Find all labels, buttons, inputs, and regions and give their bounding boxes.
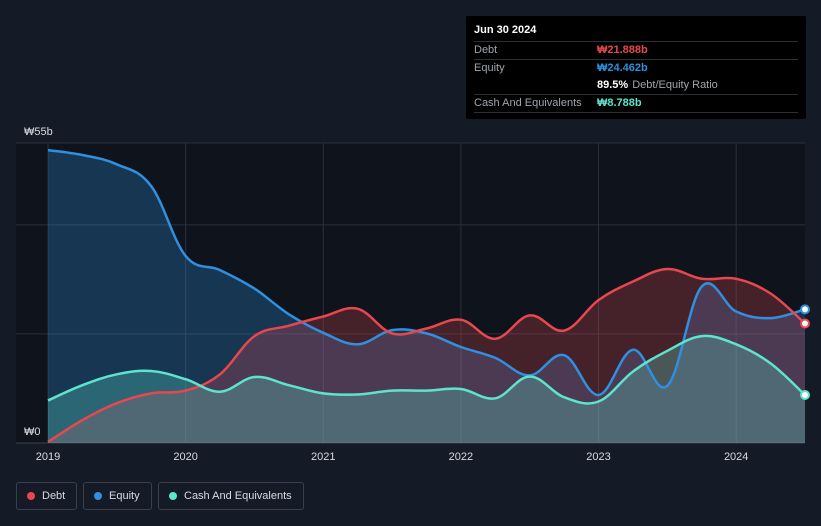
- tooltip-equity-row: Equity ₩24.462b: [474, 60, 798, 77]
- y-axis-min-label: ₩0: [24, 426, 41, 438]
- legend-equity-label: Equity: [109, 490, 140, 502]
- cash-area: [48, 335, 805, 443]
- tooltip-debt-row: Debt ₩21.888b: [474, 42, 798, 60]
- legend-debt-label: Debt: [42, 490, 66, 502]
- legend-cash[interactable]: Cash And Equivalents: [158, 482, 304, 510]
- tooltip-equity-value: ₩24.462b: [597, 62, 648, 74]
- x-tick-label-2021: 2021: [311, 451, 335, 463]
- equity-end-marker: [800, 304, 810, 315]
- legend-debt[interactable]: Debt: [16, 482, 77, 510]
- equity-area: [48, 150, 805, 443]
- legend-debt-dot: [27, 492, 35, 500]
- x-tick-label-2024: 2024: [724, 451, 748, 463]
- x-axis-ticks: 2019 2020 2021 2022 2023 2024: [36, 451, 749, 463]
- tooltip-ratio-value: 89.5%: [597, 79, 629, 91]
- x-tick-label-2020: 2020: [173, 451, 197, 463]
- tooltip-date: Jun 30 2024: [474, 22, 798, 42]
- tooltip-cash-value: ₩8.788b: [597, 97, 642, 109]
- debt-area: [48, 268, 805, 443]
- tooltip-panel: Jun 30 2024 Debt ₩21.888b Equity ₩24.462…: [466, 16, 806, 119]
- end-markers: [800, 304, 810, 400]
- cash-line: [47, 334, 806, 405]
- tooltip-cash-label: Cash And Equivalents: [474, 97, 582, 109]
- x-tick-label-2022: 2022: [449, 451, 473, 463]
- x-tick-label-2023: 2023: [586, 451, 610, 463]
- legend-cash-dot: [169, 492, 177, 500]
- y-axis-max-label: ₩55b: [24, 126, 53, 138]
- tooltip-ratio-label: Debt/Equity Ratio: [632, 79, 718, 91]
- debt-line: [47, 267, 806, 443]
- tooltip-equity-label: Equity: [474, 62, 505, 74]
- tooltip-debt-label: Debt: [474, 44, 498, 56]
- legend-equity[interactable]: Equity: [83, 482, 152, 510]
- tooltip-cash-row: Cash And Equivalents ₩8.788b: [474, 95, 798, 113]
- legend-equity-dot: [94, 492, 102, 500]
- series-layer: [47, 148, 806, 443]
- cash-end-marker: [800, 390, 810, 400]
- debt-end-marker: [800, 318, 810, 329]
- tooltip-ratio-row: 89.5% Debt/Equity Ratio: [474, 77, 798, 95]
- legend-cash-label: Cash And Equivalents: [184, 490, 292, 502]
- x-tick-label-2019: 2019: [36, 451, 60, 463]
- tooltip-debt-value: ₩21.888b: [597, 44, 648, 56]
